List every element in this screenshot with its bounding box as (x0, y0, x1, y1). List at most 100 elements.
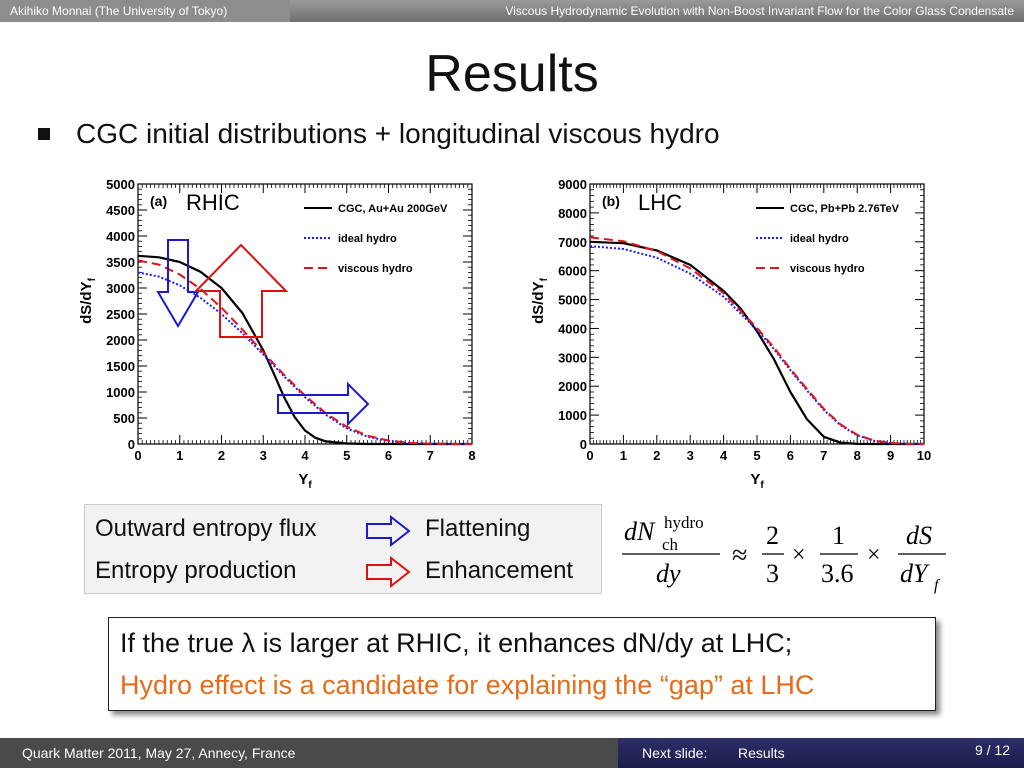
formula-f2-num: 1 (832, 521, 845, 550)
bullet-text: CGC initial distributions + longitudinal… (76, 118, 720, 149)
slide-title: Results (425, 45, 599, 103)
formula-times-2: × (867, 542, 881, 568)
series-line-solid (137, 254, 472, 446)
series-line-dotted (589, 245, 925, 445)
y-tick-label: 7000 (558, 235, 587, 250)
y-tick-label: 500 (113, 411, 135, 426)
formula-f2-den: 3.6 (821, 559, 854, 588)
x-tick-label: 8 (468, 448, 475, 463)
formula: dN hydro ch dy ≈ 2 3 × 1 3.6 × dS dY f (622, 513, 946, 594)
y-tick-label: 8000 (558, 206, 587, 221)
formula-lhs-sub: ch (662, 535, 679, 554)
page-number: 9 / 12 (974, 742, 1010, 758)
x-tick-label: 2 (653, 448, 660, 463)
x-tick-label: 4 (720, 448, 728, 463)
y-tick-label: 3000 (558, 350, 587, 365)
x-tick-label: 10 (917, 448, 931, 463)
collider-label: LHC (638, 190, 682, 215)
callout-line-2: Hydro effect is a candidate for explaini… (120, 670, 815, 700)
x-tick-label: 1 (176, 448, 183, 463)
next-slide-link[interactable]: Results (738, 745, 785, 761)
legend-entry: CGC, Au+Au 200GeV (338, 203, 448, 215)
formula-f1-den: 3 (766, 559, 779, 588)
header-talk-title: Viscous Hydrodynamic Evolution with Non-… (290, 0, 1024, 22)
plot-frame (137, 183, 473, 445)
y-axis-label: dS/dYf (78, 277, 98, 324)
series-line-dashed (589, 236, 925, 445)
y-tick-label: 1000 (558, 408, 587, 423)
legend-entry: CGC, Pb+Pb 2.76TeV (790, 203, 900, 215)
formula-approx: ≈ (732, 540, 747, 571)
x-tick-label: 5 (343, 448, 350, 463)
y-tick-label: 0 (128, 437, 135, 452)
chart-lhc: 0 1 2 3 4 5 6 7 8 9 10 0 1000 2000 3000 4000 5000 6000 700… (530, 177, 931, 490)
y-tick-label: 2000 (558, 379, 587, 394)
callout-line-1: If the true λ is larger at RHIC, it enha… (120, 628, 793, 658)
y-tick-label: 9000 (558, 177, 587, 192)
y-axis-label: dS/dYf (530, 277, 550, 324)
y-tick-label: 2500 (106, 307, 135, 322)
bullet-item: CGC initial distributions + longitudinal… (38, 118, 720, 150)
next-slide-label: Next slide: (642, 745, 708, 761)
formula-f3-num: dS (906, 521, 932, 550)
y-tick-label: 4500 (106, 203, 135, 218)
y-tick-label: 1000 (106, 385, 135, 400)
down-arrow-icon (156, 239, 200, 328)
up-arrow-icon (193, 243, 289, 338)
x-tick-label: 5 (753, 448, 760, 463)
x-tick-label: 9 (887, 448, 894, 463)
y-tick-label: 4000 (558, 321, 587, 336)
plot-frame (589, 183, 925, 445)
legend-entry: ideal hydro (790, 233, 849, 245)
formula-lhs-den: dy (656, 559, 681, 588)
y-tick-label: 1500 (106, 359, 135, 374)
x-tick-label: 6 (385, 448, 392, 463)
flattening-label: Flattening (425, 515, 531, 542)
panel-label: (a) (150, 193, 167, 209)
y-tick-label: 0 (580, 437, 587, 452)
footer-conference: Quark Matter 2011, May 27, Annecy, Franc… (0, 738, 618, 768)
y-tick-label: 2000 (106, 333, 135, 348)
header-bar: Akihiko Monnai (The University of Tokyo)… (0, 0, 1024, 22)
y-tick-label: 5000 (558, 293, 587, 308)
x-axis-label-sub: f (760, 480, 764, 490)
x-tick-label: 6 (787, 448, 794, 463)
bullet-square-icon (38, 128, 50, 140)
enhancement-label: Enhancement (425, 557, 574, 584)
y-tick-label: 4000 (106, 229, 135, 244)
y-axis-label-sub: f (539, 277, 550, 281)
outward-flux-label: Outward entropy flux (95, 515, 317, 542)
formula-lhs-num: dN (624, 517, 656, 546)
x-axis-label: Yf (298, 471, 312, 490)
right-arrow-icon (277, 381, 370, 427)
y-tick-label: 3000 (106, 281, 135, 296)
x-tick-label: 0 (586, 448, 593, 463)
y-tick-label: 5000 (106, 177, 135, 192)
series-line-dotted (137, 271, 472, 445)
footer-bar: Quark Matter 2011, May 27, Annecy, Franc… (0, 738, 1024, 768)
panel-label: (b) (602, 193, 620, 209)
conclusion-callout: If the true λ is larger at RHIC, it enha… (108, 617, 936, 711)
x-tick-label: 0 (134, 448, 141, 463)
x-tick-label: 1 (620, 448, 627, 463)
blue-arrow-icon (366, 515, 411, 547)
red-arrow-icon (366, 556, 411, 588)
formula-times-1: × (792, 542, 806, 568)
x-tick-label: 2 (218, 448, 225, 463)
explanation-box: Outward entropy flux Flattening Entropy … (84, 504, 602, 594)
x-axis-label: Yf (750, 471, 764, 490)
formula-f3-den-sub: f (934, 577, 941, 594)
x-tick-label: 4 (301, 448, 309, 463)
footer-nav: Next slide: Results 9 / 12 (618, 738, 1024, 768)
x-axis-label-sub: f (308, 480, 312, 490)
formula-lhs-sup: hydro (664, 513, 704, 532)
formula-f3-den: dY (900, 559, 930, 588)
y-tick-label: 6000 (558, 264, 587, 279)
y-axis-label-sub: f (87, 277, 98, 281)
series-line-dashed (137, 259, 472, 445)
legend-entry: viscous hydro (790, 263, 865, 275)
x-tick-label: 3 (687, 448, 694, 463)
x-tick-label: 8 (854, 448, 861, 463)
x-tick-label: 7 (820, 448, 827, 463)
entropy-production-label: Entropy production (95, 557, 297, 584)
